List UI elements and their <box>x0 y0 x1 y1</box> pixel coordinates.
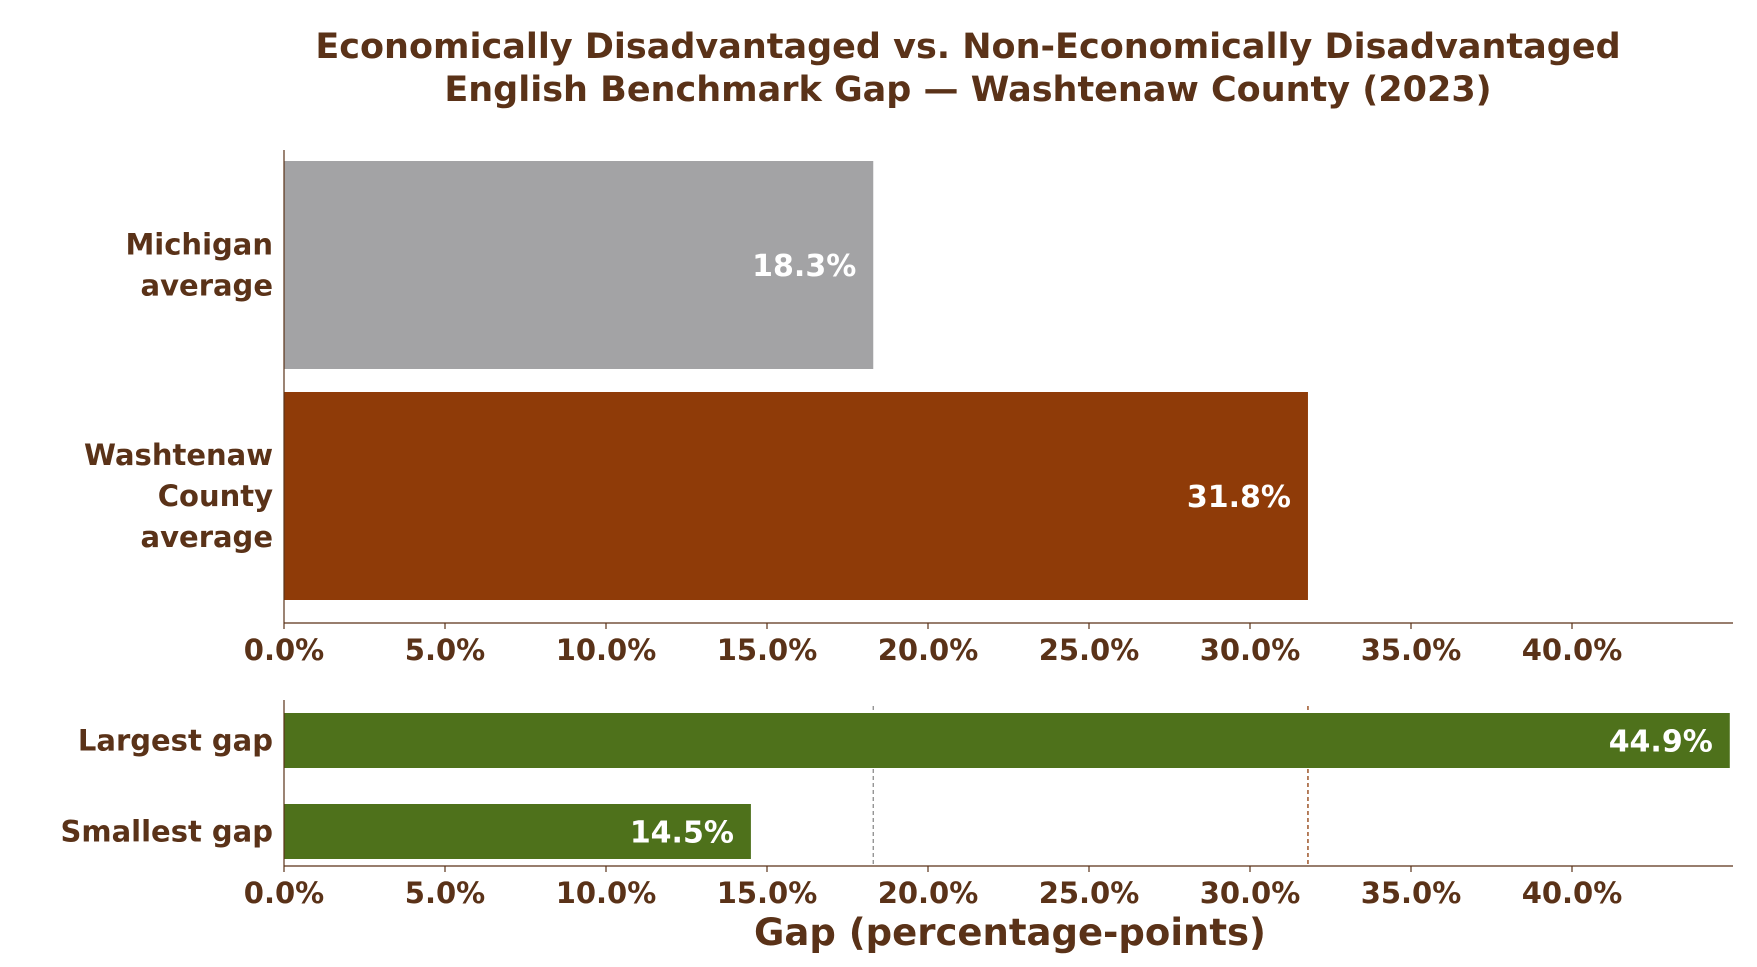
x-tick-label: 30.0% <box>1200 876 1301 910</box>
x-tick-label: 10.0% <box>556 876 657 910</box>
x-tick-label: 5.0% <box>405 633 485 667</box>
x-tick-label: 30.0% <box>1200 633 1301 667</box>
bar <box>284 713 1730 768</box>
x-tick-label: 40.0% <box>1522 633 1623 667</box>
x-tick-label: 15.0% <box>717 633 818 667</box>
bar-value-label: 18.3% <box>752 249 856 284</box>
chart-title-line: English Benchmark Gap — Washtenaw County… <box>444 70 1491 110</box>
category-label: Largest gap <box>78 724 273 758</box>
category-label: Washtenaw County average <box>84 438 273 554</box>
chart-title: Economically Disadvantaged vs. Non-Econo… <box>315 27 1620 110</box>
bar-value-label: 44.9% <box>1609 725 1713 760</box>
bar <box>284 392 1308 600</box>
x-tick-label: 15.0% <box>717 876 818 910</box>
x-tick-label: 10.0% <box>556 633 657 667</box>
x-tick-label: 0.0% <box>244 876 324 910</box>
x-tick-label: 0.0% <box>244 633 324 667</box>
average-gap-panel: 18.3% Michigan average 31.8% Washtenaw County… <box>84 150 1733 667</box>
bar <box>284 161 874 369</box>
largest-smallest-gap-panel: 44.9% Largest gap 14.5% Smallest gap 0.0% 5.0… <box>60 700 1733 910</box>
x-axis-label: Gap (percentage-points) <box>754 911 1266 954</box>
x-tick-label: 20.0% <box>878 633 979 667</box>
x-tick-label: 25.0% <box>1039 876 1140 910</box>
x-tick-label: 35.0% <box>1361 876 1462 910</box>
chart-title-line: Economically Disadvantaged vs. Non-Econo… <box>315 27 1620 67</box>
x-tick-label: 25.0% <box>1039 633 1140 667</box>
bar-value-label: 31.8% <box>1187 480 1291 515</box>
x-tick-label: 40.0% <box>1522 876 1623 910</box>
x-tick-label: 35.0% <box>1361 633 1462 667</box>
bar-value-label: 14.5% <box>630 816 734 851</box>
x-tick-label: 20.0% <box>878 876 979 910</box>
category-label: Smallest gap <box>60 815 273 849</box>
x-tick-label: 5.0% <box>405 876 485 910</box>
category-label: Michigan average <box>125 228 273 303</box>
bar <box>284 804 751 859</box>
